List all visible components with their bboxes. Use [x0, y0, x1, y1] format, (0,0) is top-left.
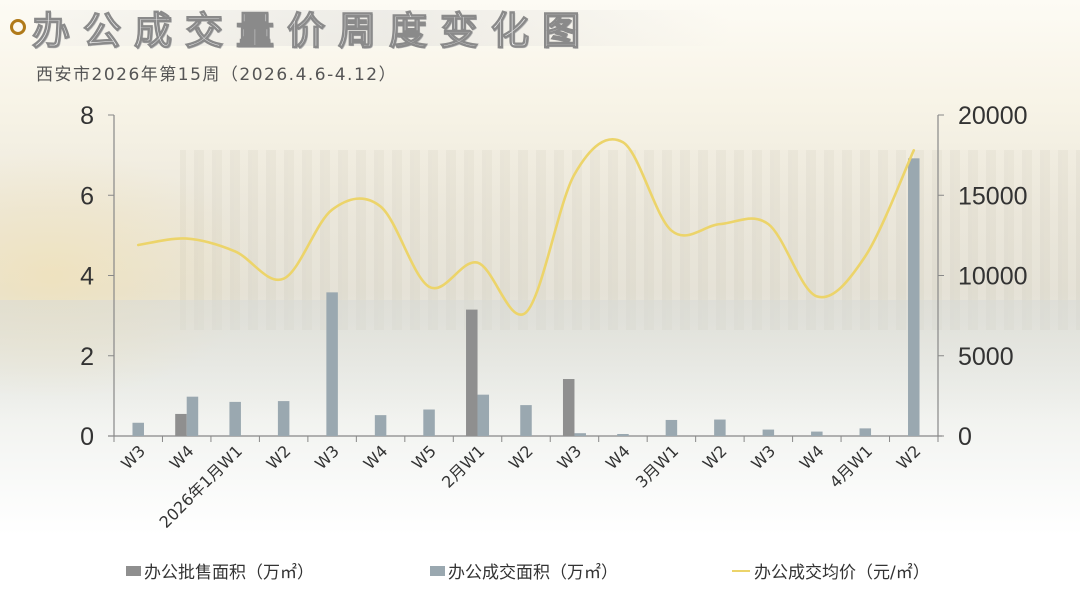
bar-wholesale — [466, 309, 478, 436]
x-tick-label: 4月W1 — [826, 441, 876, 491]
bar-deal — [859, 428, 872, 436]
x-tick-label: W2 — [699, 441, 731, 473]
x-tick-label: W4 — [796, 441, 828, 473]
chart-legend: 办公批售面积（万㎡） 办公成交面积（万㎡） 办公成交均价（元/㎡） — [0, 558, 1080, 588]
x-tick-label: W3 — [311, 441, 343, 473]
legend-swatch-price — [732, 569, 750, 572]
y-right-tick-label: 5000 — [958, 343, 1014, 371]
bar-deal — [374, 415, 387, 436]
x-tick-label: W5 — [408, 441, 440, 473]
legend-item-deal: 办公成交面积（万㎡） — [430, 558, 618, 583]
x-tick-label: 2026年1月W1 — [156, 441, 246, 531]
x-tick-label: 3月W1 — [632, 441, 682, 491]
y-left-tick-label: 2 — [80, 343, 94, 371]
legend-swatch-deal — [430, 565, 445, 576]
x-tick-label: W3 — [553, 441, 585, 473]
x-tick-label: W3 — [747, 441, 779, 473]
legend-item-price: 办公成交均价（元/㎡） — [732, 558, 930, 583]
legend-item-wholesale: 办公批售面积（万㎡） — [126, 558, 314, 583]
y-right-tick-label: 15000 — [958, 182, 1028, 210]
legend-label-deal: 办公成交面积（万㎡） — [448, 563, 618, 583]
bar-deal — [277, 401, 290, 436]
title-band — [40, 10, 730, 46]
x-tick-label: W4 — [602, 441, 634, 473]
bar-deal — [811, 431, 823, 436]
y-left-tick-label: 0 — [80, 423, 94, 451]
title-row: 办公成交量价周度变化图 — [10, 2, 594, 53]
x-tick-label: W3 — [117, 441, 149, 473]
x-tick-label: W2 — [263, 441, 295, 473]
y-left-tick-label: 8 — [80, 102, 94, 130]
legend-swatch-wholesale — [126, 565, 141, 576]
bar-deal — [520, 405, 532, 436]
bullet-ring-icon — [10, 19, 26, 35]
x-tick-label: W2 — [505, 441, 537, 473]
bar-deal — [908, 158, 920, 436]
x-tick-label: W4 — [360, 441, 392, 473]
bar-deal — [423, 409, 435, 436]
x-tick-label: 2月W1 — [438, 441, 488, 491]
page-title: 办公成交量价周度变化图 — [31, 8, 594, 53]
y-right-tick-label: 10000 — [958, 263, 1028, 291]
y-right-tick-label: 20000 — [958, 102, 1028, 130]
chart-subtitle: 西安市2026年第15周（2026.4.6-4.12） — [36, 65, 398, 85]
bar-deal — [326, 292, 338, 436]
bar-deal — [132, 422, 144, 436]
price-line — [136, 138, 916, 316]
bar-deal — [186, 396, 199, 436]
legend-label-wholesale: 办公批售面积（万㎡） — [144, 563, 314, 583]
bar-deal — [762, 429, 775, 436]
y-right-tick-label: 0 — [958, 423, 972, 451]
bar-deal — [477, 394, 490, 436]
x-tick-label: W2 — [893, 441, 925, 473]
legend-label-price: 办公成交均价（元/㎡） — [754, 563, 930, 583]
y-left-tick-label: 4 — [80, 263, 94, 291]
background-haze — [0, 300, 1080, 420]
bar-deal — [617, 433, 629, 436]
bar-deal — [574, 433, 586, 436]
bar-wholesale — [175, 413, 187, 436]
y-left-tick-label: 6 — [80, 182, 94, 210]
bar-deal — [665, 419, 678, 436]
bar-deal — [229, 401, 241, 436]
x-tick-label: W4 — [166, 441, 198, 473]
bar-wholesale — [562, 379, 575, 436]
bar-deal — [714, 419, 726, 436]
